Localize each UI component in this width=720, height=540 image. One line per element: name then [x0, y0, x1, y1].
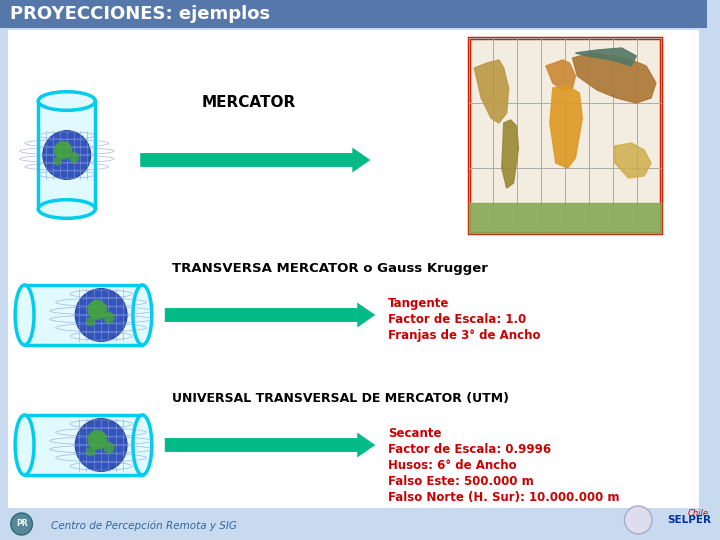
Circle shape: [54, 141, 72, 159]
Circle shape: [103, 312, 114, 323]
Polygon shape: [546, 60, 575, 90]
Text: TRANSVERSA MERCATOR o Gauss Krugger: TRANSVERSA MERCATOR o Gauss Krugger: [172, 262, 487, 275]
FancyBboxPatch shape: [469, 38, 661, 233]
Text: UNIVERSAL TRANSVERSAL DE MERCATOR (UTM): UNIVERSAL TRANSVERSAL DE MERCATOR (UTM): [172, 392, 509, 405]
Circle shape: [624, 506, 652, 534]
Text: PROYECCIONES: ejemplos: PROYECCIONES: ejemplos: [10, 5, 270, 23]
Circle shape: [43, 131, 91, 179]
Ellipse shape: [133, 285, 152, 345]
Circle shape: [75, 288, 127, 341]
Circle shape: [86, 447, 96, 456]
FancyBboxPatch shape: [38, 101, 95, 209]
Ellipse shape: [38, 200, 95, 218]
Ellipse shape: [15, 285, 34, 345]
FancyBboxPatch shape: [0, 0, 707, 28]
Polygon shape: [572, 53, 656, 103]
Text: Chile: Chile: [688, 510, 708, 518]
Polygon shape: [550, 86, 582, 168]
Polygon shape: [615, 143, 651, 178]
Ellipse shape: [38, 92, 95, 110]
Polygon shape: [474, 60, 508, 123]
Circle shape: [68, 152, 79, 163]
Text: Falso Norte (H. Sur): 10.000.000 m: Falso Norte (H. Sur): 10.000.000 m: [388, 491, 619, 504]
Circle shape: [87, 430, 107, 450]
FancyBboxPatch shape: [8, 30, 699, 508]
Text: Husos: 6° de Ancho: Husos: 6° de Ancho: [388, 459, 516, 472]
Ellipse shape: [15, 415, 34, 475]
FancyBboxPatch shape: [24, 415, 143, 475]
FancyBboxPatch shape: [24, 285, 143, 345]
Text: Centro de Percepción Remota y SIG: Centro de Percepción Remota y SIG: [51, 521, 237, 531]
Circle shape: [53, 157, 61, 165]
Circle shape: [11, 513, 32, 535]
Text: Factor de Escala: 0.9996: Factor de Escala: 0.9996: [388, 443, 551, 456]
Text: MERCATOR: MERCATOR: [202, 95, 295, 110]
Circle shape: [75, 418, 127, 471]
Text: Secante: Secante: [388, 427, 441, 440]
Circle shape: [87, 300, 107, 320]
Text: PR: PR: [16, 519, 27, 529]
Polygon shape: [469, 203, 661, 233]
Circle shape: [103, 442, 114, 454]
Circle shape: [86, 317, 96, 326]
Text: Franjas de 3° de Ancho: Franjas de 3° de Ancho: [388, 329, 541, 342]
Ellipse shape: [133, 415, 152, 475]
Polygon shape: [502, 120, 518, 188]
Text: Falso Este: 500.000 m: Falso Este: 500.000 m: [388, 475, 534, 488]
Text: Tangente: Tangente: [388, 297, 449, 310]
Text: Factor de Escala: 1.0: Factor de Escala: 1.0: [388, 313, 526, 326]
Polygon shape: [575, 48, 636, 66]
Text: SELPER: SELPER: [667, 515, 712, 525]
